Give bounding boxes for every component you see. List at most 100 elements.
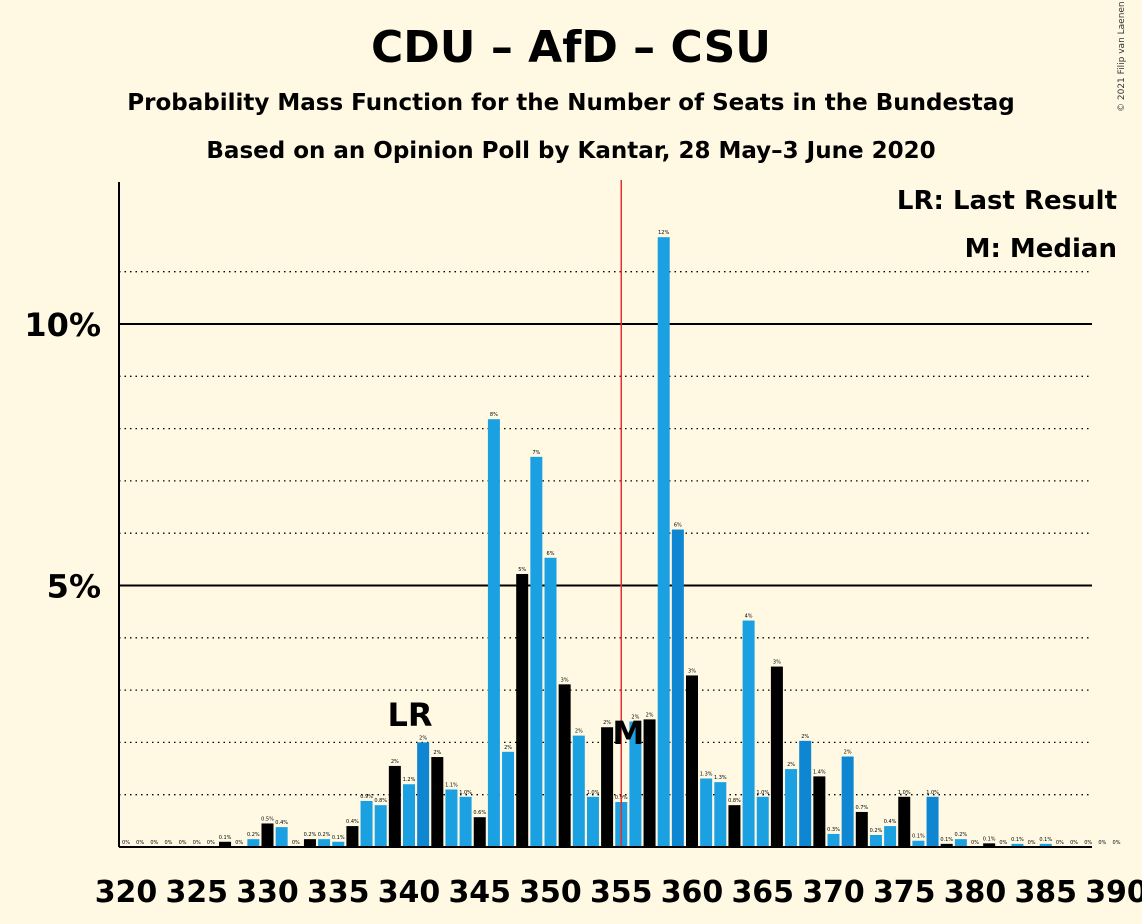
median-marker: M — [612, 714, 644, 752]
bar-label-343: 1.1% — [445, 782, 458, 788]
chart-subtitle: Probability Mass Function for the Number… — [127, 90, 1015, 116]
bar-label-380: 0% — [971, 840, 979, 846]
bar-365 — [756, 796, 769, 847]
bar-383 — [1011, 843, 1024, 847]
bar-label-358: 12% — [658, 230, 669, 236]
bar-label-321: 0% — [136, 840, 144, 846]
bar-label-340: 1.2% — [403, 777, 416, 783]
bar-label-346: 8% — [490, 412, 498, 418]
x-tick-380: 380 — [944, 875, 1007, 910]
bar-354 — [601, 727, 614, 847]
x-tick-385: 385 — [1014, 875, 1077, 910]
bar-label-373: 0.2% — [870, 828, 883, 834]
x-tick-390: 390 — [1085, 875, 1142, 910]
bar-335 — [332, 841, 345, 847]
bar-label-324: 0% — [179, 840, 187, 846]
bar-label-332: 0% — [292, 840, 300, 846]
bar-label-387: 0% — [1070, 840, 1078, 846]
bar-label-386: 0% — [1056, 840, 1064, 846]
bar-label-376: 0.1% — [912, 834, 925, 840]
x-tick-355: 355 — [590, 875, 653, 910]
bar-368 — [799, 740, 812, 847]
bar-label-383: 0.1% — [1011, 837, 1024, 843]
bar-label-347: 2% — [504, 745, 512, 751]
bar-351 — [558, 684, 571, 847]
bar-label-381: 0.1% — [983, 836, 996, 842]
bar-373 — [869, 834, 882, 847]
bar-371 — [841, 756, 854, 847]
bar-label-352: 2% — [575, 729, 583, 735]
bar-label-322: 0% — [150, 840, 158, 846]
bar-381 — [983, 843, 996, 847]
bar-label-389: 0% — [1098, 840, 1106, 846]
bar-357 — [643, 719, 656, 847]
last-result-marker: LR — [387, 696, 432, 734]
bar-345 — [473, 817, 486, 847]
bar-362 — [714, 782, 727, 847]
bar-label-330: 0.5% — [261, 816, 274, 822]
bar-336 — [346, 826, 359, 847]
x-tick-360: 360 — [661, 875, 724, 910]
x-tick-320: 320 — [95, 875, 158, 910]
gridlines — [119, 271, 1092, 796]
bar-label-375: 1.0% — [898, 790, 911, 796]
bar-label-339: 2% — [391, 759, 399, 765]
bar-label-366: 3% — [773, 660, 781, 666]
axes — [118, 180, 1092, 848]
bar-label-337: 0.9% — [360, 794, 373, 800]
bar-331 — [275, 827, 288, 847]
bar-366 — [770, 666, 783, 847]
bar-label-342: 2% — [433, 750, 441, 756]
bar-372 — [855, 811, 868, 847]
bar-376 — [912, 840, 925, 847]
bar-370 — [827, 833, 840, 847]
bar-label-331: 0.4% — [275, 820, 288, 826]
bar-label-350: 6% — [547, 551, 555, 557]
bars — [219, 237, 1052, 847]
bar-label-367: 2% — [787, 762, 795, 768]
bar-label-361: 1.3% — [700, 771, 713, 777]
bar-label-374: 0.4% — [884, 819, 897, 825]
bar-label-382: 0% — [999, 840, 1007, 846]
bar-label-320: 0% — [122, 840, 130, 846]
bar-label-351: 3% — [561, 677, 569, 683]
bar-341 — [417, 742, 430, 847]
bar-348 — [516, 573, 529, 847]
bar-label-390: 0% — [1113, 840, 1121, 846]
x-tick-340: 340 — [378, 875, 441, 910]
bar-356 — [629, 721, 642, 847]
bar-label-334: 0.2% — [318, 832, 331, 838]
legend-last-result: LR: Last Result — [897, 186, 1117, 216]
bar-label-338: 0.8% — [374, 798, 387, 804]
bar-label-336: 0.4% — [346, 819, 359, 825]
bar-378 — [940, 843, 953, 847]
x-tick-375: 375 — [873, 875, 936, 910]
x-tick-345: 345 — [448, 875, 511, 910]
bar-label-325: 0% — [193, 840, 201, 846]
bar-label-364: 4% — [745, 614, 753, 620]
bar-349 — [530, 456, 543, 847]
bar-367 — [785, 769, 798, 847]
bar-label-356: 2% — [631, 714, 639, 720]
bar-364 — [742, 620, 755, 847]
bar-label-344: 1.0% — [459, 790, 472, 796]
bar-label-327: 0.1% — [219, 835, 232, 841]
bar-label-353: 1.0% — [587, 790, 600, 796]
bar-353 — [586, 796, 599, 847]
x-tick-330: 330 — [236, 875, 299, 910]
bar-label-335: 0.1% — [332, 835, 345, 841]
bar-label-377: 1.0% — [926, 790, 939, 796]
bar-359 — [671, 529, 684, 847]
bar-label-326: 0% — [207, 840, 215, 846]
bar-label-354: 2% — [603, 720, 611, 726]
bar-343 — [445, 789, 458, 847]
bar-346 — [487, 419, 500, 847]
bar-label-370: 0.3% — [827, 827, 840, 833]
x-tick-labels: 320 325 330 335 340 345 350 355 360 365 370 375 380 3… — [95, 875, 1142, 910]
bar-label-369: 1.4% — [813, 769, 826, 775]
bar-label-363: 0.8% — [728, 798, 741, 804]
bar-label-365: 1.0% — [756, 790, 769, 796]
bar-369 — [813, 776, 826, 847]
bar-label-323: 0% — [164, 840, 172, 846]
